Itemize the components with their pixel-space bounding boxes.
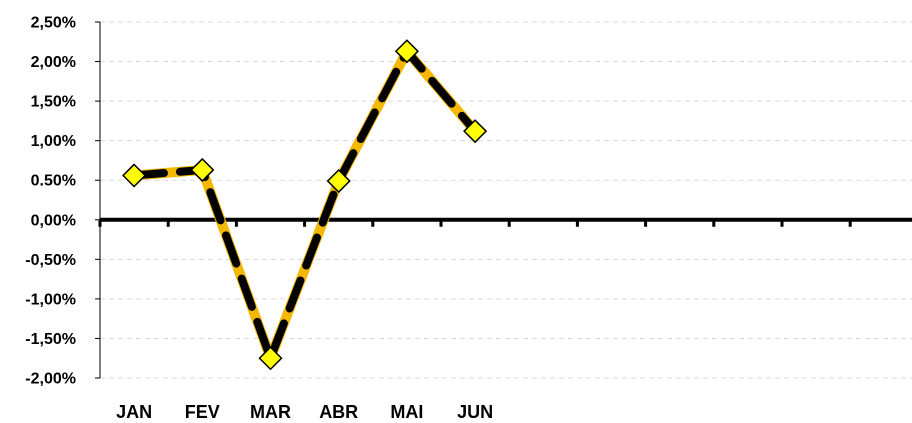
x-tick-label: JAN <box>116 402 152 422</box>
gridlines <box>100 21 912 379</box>
x-tick-label: MAI <box>390 402 423 422</box>
y-tick-label: -0,50% <box>25 252 76 269</box>
y-tick-label: 0.50% <box>31 173 76 190</box>
y-tick-label: -1,00% <box>25 291 76 308</box>
series-line-outer <box>129 46 481 364</box>
y-tick-label: 0,00% <box>31 212 76 229</box>
data-point-diamond-icon <box>463 119 488 144</box>
y-axis-tick-labels: 2,50% 2,00% 1,50% 1,00% 0.50% 0,00% -0,50% -1,0… <box>25 15 76 388</box>
x-tick-label: ABR <box>319 402 358 422</box>
data-point-diamond-icon <box>326 168 351 194</box>
y-tick-label: 2,50% <box>31 15 76 32</box>
series-line-dashed <box>130 47 480 363</box>
y-tick-label: -2,00% <box>25 371 76 388</box>
y-tick-label: 2,00% <box>31 54 76 71</box>
series-line <box>129 46 481 364</box>
x-tick-label: MAR <box>250 402 291 422</box>
data-point-diamond-icon <box>190 157 215 182</box>
y-tick-label: 1,50% <box>31 94 76 111</box>
x-axis-tick-labels: JAN FEV MAR ABR MAI JUN <box>116 402 493 422</box>
series-markers <box>122 39 488 371</box>
y-tick-label: -1,50% <box>25 331 76 348</box>
x-tick-label: JUN <box>457 402 493 422</box>
data-point-diamond-icon <box>258 346 283 371</box>
y-tick-label: 1,00% <box>31 133 76 150</box>
data-point-diamond-icon <box>394 39 419 64</box>
axes <box>95 21 912 379</box>
x-tick-label: FEV <box>185 402 220 422</box>
data-point-diamond-icon <box>122 163 147 188</box>
